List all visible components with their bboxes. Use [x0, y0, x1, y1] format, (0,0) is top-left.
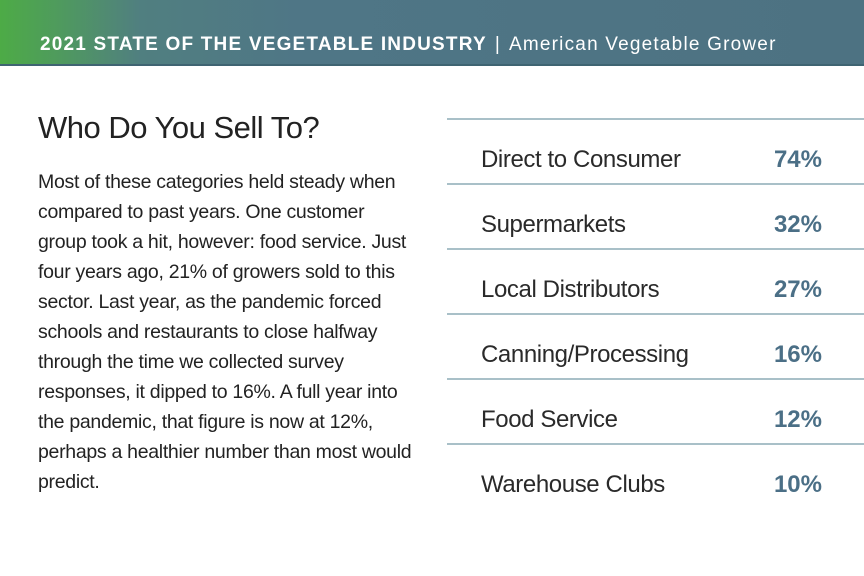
table: Direct to Consumer 74% Supermarkets 32% Loca… [447, 118, 864, 508]
table-row: Local Distributors 27% [447, 248, 864, 313]
row-label: Local Distributors [481, 276, 660, 303]
header-separator: | [494, 34, 501, 55]
table-row: Supermarkets 32% [447, 183, 864, 248]
table-row: Warehouse Clubs 10% [447, 443, 864, 508]
header-title: 2021 STATE OF THE VEGETABLE INDUSTRY [40, 34, 487, 55]
row-value: 10% [773, 471, 822, 498]
table-row: Food Service 12% [447, 378, 864, 443]
row-label: Food Service [481, 406, 618, 433]
publication-name: American Vegetable Grower [508, 34, 777, 55]
row-label: Canning/Processing [481, 341, 689, 368]
article-heading: Who Do You Sell To? [38, 110, 320, 145]
row-label: Direct to Consumer [481, 146, 681, 173]
article-body: Most of these categories held steady whe… [38, 171, 412, 493]
row-value: 12% [773, 406, 822, 433]
row-value: 27% [773, 276, 822, 303]
table-row: Direct to Consumer 74% [447, 118, 864, 183]
row-label: Warehouse Clubs [481, 471, 665, 498]
row-value: 74% [773, 146, 822, 173]
row-label: Supermarkets [481, 211, 626, 238]
row-value: 16% [773, 341, 822, 368]
header-banner: 2021 STATE OF THE VEGETABLE INDUSTRY | Ame… [0, 0, 864, 66]
table-row: Canning/Processing 16% [447, 313, 864, 378]
header-text: 2021 STATE OF THE VEGETABLE INDUSTRY | Ame… [40, 34, 777, 56]
row-value: 32% [773, 211, 822, 238]
